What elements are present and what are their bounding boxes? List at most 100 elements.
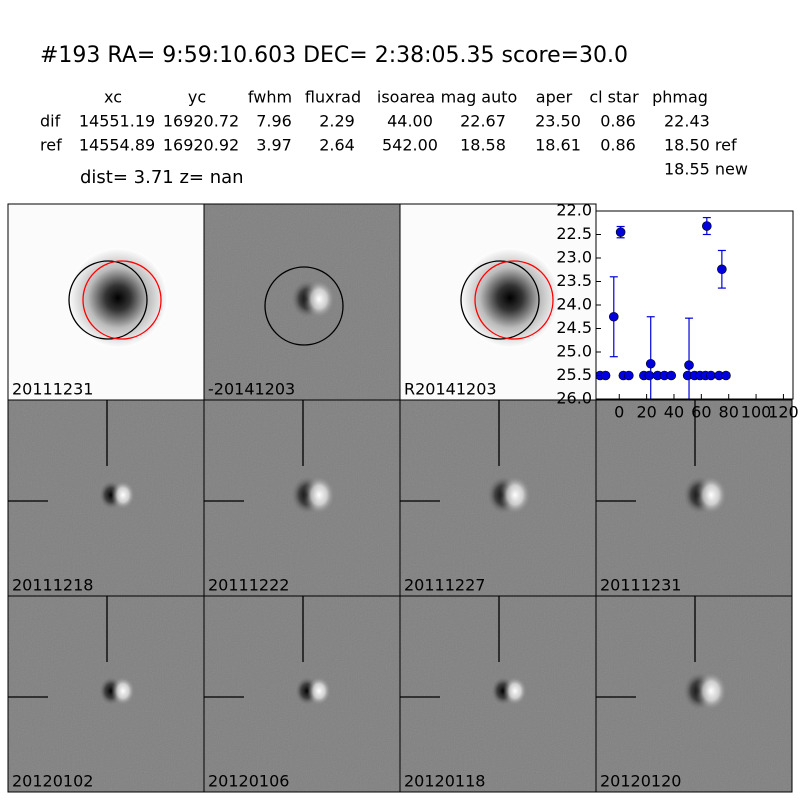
stamp-image <box>204 204 400 400</box>
column-header: xc <box>104 88 122 107</box>
column-header: fwhm <box>248 88 292 107</box>
plot-area <box>596 216 731 399</box>
column-header: cl star <box>589 88 639 107</box>
y-tick-label: 23.5 <box>556 271 592 290</box>
point <box>717 264 727 275</box>
stamp: 20120120 <box>595 595 793 793</box>
x-tick-label: 0 <box>614 403 624 422</box>
table-cell: 16920.92 <box>163 136 239 155</box>
dipole-bright <box>303 475 335 515</box>
stamp: -20141203 <box>203 203 401 401</box>
row-label: ref <box>40 136 62 155</box>
stamp: 20120102 <box>7 595 205 793</box>
x-tick-label: 120 <box>768 403 799 422</box>
plot-bg <box>596 211 793 399</box>
stamp-label: 20111231 <box>600 576 681 595</box>
x-tick-label: 20 <box>636 403 656 422</box>
x-tick-label: 60 <box>691 403 711 422</box>
point <box>644 370 655 381</box>
table-cell: 2.29 <box>319 112 355 131</box>
ring <box>264 266 344 346</box>
y-tick-label: 26.0 <box>556 389 592 408</box>
y-tick-label: 25.0 <box>556 342 592 361</box>
stamp: 20111227 <box>399 399 597 597</box>
stamp-frame <box>595 595 793 793</box>
stamp-label: 20120120 <box>600 772 681 791</box>
table-cell: 18.61 <box>535 136 581 155</box>
x-tick-label: 40 <box>664 403 684 422</box>
table-cell: 2.64 <box>319 136 355 155</box>
point <box>645 358 656 369</box>
table-cell: 22.43 <box>664 112 710 131</box>
stamp-image <box>8 204 204 400</box>
stamp-image <box>596 400 792 596</box>
stamp: R20141203 <box>399 203 597 401</box>
stamp-image <box>400 400 596 596</box>
stamp-label: R20141203 <box>404 380 497 399</box>
table-cell: 542.00 <box>382 136 438 155</box>
point <box>684 360 694 370</box>
table-cell: 14551.19 <box>79 112 155 131</box>
point <box>721 370 731 381</box>
point <box>702 221 712 231</box>
row-label: dif <box>40 112 61 131</box>
table-cell: 16920.72 <box>163 112 239 131</box>
column-header: mag auto <box>441 88 518 107</box>
point <box>608 311 619 322</box>
stamp-image <box>204 596 400 792</box>
dipole-bright <box>111 676 135 706</box>
stamp-label: -20141203 <box>208 380 295 399</box>
table-cell: 0.86 <box>600 112 636 131</box>
stamp-image <box>596 596 792 792</box>
dipole-bright <box>303 279 335 319</box>
y-tick-label: 24.5 <box>556 318 592 337</box>
dipole-bright <box>499 475 531 515</box>
plot-frame <box>595 210 794 400</box>
column-header: phmag <box>652 88 708 107</box>
ring <box>460 260 540 340</box>
stamp-image <box>400 204 596 400</box>
stamp-label: 20111222 <box>208 576 289 595</box>
column-header: isoarea <box>377 88 435 107</box>
ring <box>68 260 148 340</box>
point <box>600 370 611 381</box>
stamp-label: 20111231 <box>12 380 93 399</box>
column-header: yc <box>188 88 206 107</box>
point <box>615 227 626 237</box>
stamp-image <box>8 400 204 596</box>
table-cell: 18.50 ref <box>664 136 737 155</box>
stamp-label: 20111227 <box>404 576 485 595</box>
table-cell: 18.58 <box>460 136 506 155</box>
ring-red <box>82 260 162 340</box>
point <box>706 370 716 381</box>
point <box>624 370 634 381</box>
table-extra: 18.55 new <box>664 160 748 179</box>
stamp: 20111222 <box>203 399 401 597</box>
table-cell: 0.86 <box>600 136 636 155</box>
stamp: 20120118 <box>399 595 597 793</box>
table-cell: 22.67 <box>460 112 506 131</box>
point <box>666 370 677 381</box>
stamp: 20111231 <box>7 203 205 401</box>
dipole-bright <box>503 676 527 706</box>
dipole-bright <box>111 480 135 510</box>
stamp: 20111231 <box>595 399 793 597</box>
dipole-bright <box>695 475 727 515</box>
y-tick-label: 25.5 <box>556 365 592 384</box>
column-header: fluxrad <box>305 88 361 107</box>
stamp-label: 20120106 <box>208 772 289 791</box>
y-tick-label: 23.0 <box>556 248 592 267</box>
y-tick-label: 24.0 <box>556 295 592 314</box>
column-header: aper <box>536 88 573 107</box>
stamp-image <box>204 400 400 596</box>
stamp: 20111218 <box>7 399 205 597</box>
title: #193 RA= 9:59:10.603 DEC= 2:38:05.35 sco… <box>40 43 628 68</box>
table-cell: 44.00 <box>387 112 433 131</box>
dipole-bright <box>695 671 727 711</box>
dist-line: dist= 3.71 z= nan <box>80 167 244 188</box>
table-cell: 7.96 <box>256 112 292 131</box>
stamp-label: 20120118 <box>404 772 485 791</box>
dipole-bright <box>307 676 331 706</box>
table-cell: 3.97 <box>256 136 292 155</box>
